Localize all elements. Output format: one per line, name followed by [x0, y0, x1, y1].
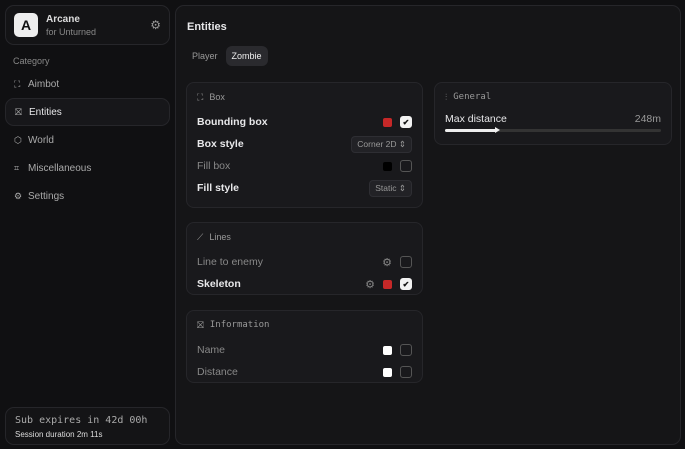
distance-color[interactable]	[383, 367, 392, 377]
max-distance-label: Max distance	[445, 113, 507, 125]
sidebar-item-world[interactable]: ⬡ World	[14, 134, 54, 146]
bounding-box-color[interactable]	[383, 117, 392, 127]
lines-card: ⟋ Lines Line to enemy ⚙ Skeleton ⚙ ✔	[186, 222, 423, 295]
sliders-icon: ⫶	[445, 91, 448, 102]
brand-header: A Arcane for Unturned ⚙	[5, 5, 170, 45]
sub-expiry: Sub expires in 42d 00h	[15, 415, 148, 426]
tab-player[interactable]: Player	[192, 51, 218, 61]
app-name: Arcane	[46, 13, 80, 25]
slider-fill	[445, 129, 497, 132]
box-style-select[interactable]: Corner 2D ⇕	[351, 135, 412, 153]
sidebar-item-miscellaneous[interactable]: ⌗ Miscellaneous	[14, 162, 92, 174]
line-to-enemy-checkbox[interactable]	[400, 256, 412, 268]
entity-tabs: Player Zombie	[186, 46, 268, 66]
cube-icon: ⬡	[14, 134, 22, 145]
page-title: Entities	[187, 21, 227, 33]
general-card: ⫶ General Max distance 248m	[434, 82, 672, 145]
card-title: Lines	[209, 232, 231, 242]
box-style-label: Box style	[197, 138, 244, 150]
card-title: Box	[209, 92, 225, 102]
category-label: Category	[13, 56, 50, 66]
sidebar-item-aimbot[interactable]: ⛶ Aimbot	[14, 78, 60, 90]
max-distance-slider[interactable]	[445, 127, 661, 133]
bounding-box-checkbox[interactable]: ✔	[400, 116, 412, 128]
box-icon: ⛶	[197, 91, 204, 102]
gear-icon[interactable]: ⚙	[150, 18, 161, 32]
card-title: Information	[209, 320, 270, 330]
line-icon: ⟋	[197, 231, 204, 242]
tab-zombie[interactable]: Zombie	[225, 46, 268, 66]
distance-label: Distance	[197, 366, 238, 378]
information-card: ⛝ Information Name Distance	[186, 310, 423, 383]
fill-style-select[interactable]: Static ⇕	[369, 179, 412, 197]
gear-icon: ⚙	[14, 190, 23, 201]
fill-box-checkbox[interactable]	[400, 160, 412, 172]
scan-icon: ⛝	[15, 106, 22, 117]
fill-box-label: Fill box	[197, 160, 231, 172]
skeleton-label: Skeleton	[197, 278, 241, 290]
name-checkbox[interactable]	[400, 344, 412, 356]
slider-thumb[interactable]	[494, 127, 500, 133]
fill-box-color[interactable]	[383, 161, 392, 171]
distance-checkbox[interactable]	[400, 366, 412, 378]
skeleton-checkbox[interactable]: ✔	[400, 278, 412, 290]
session-duration: Session duration 2m 11s	[15, 430, 103, 439]
name-color[interactable]	[383, 345, 392, 355]
card-title: General	[453, 92, 492, 102]
app-subtitle: for Unturned	[46, 26, 97, 37]
crosshair-icon: ⛶	[14, 78, 21, 89]
skeleton-color[interactable]	[383, 279, 392, 289]
line-to-enemy-label: Line to enemy	[197, 256, 263, 268]
sidebar-item-entities[interactable]: ⛝ Entities	[5, 98, 170, 126]
sidebar-item-settings[interactable]: ⚙ Settings	[14, 190, 65, 202]
scan-icon: ⛝	[197, 319, 204, 330]
max-distance-value: 248m	[634, 113, 661, 125]
grid-icon: ⌗	[14, 162, 20, 173]
fill-style-label: Fill style	[197, 182, 240, 194]
main-panel: Entities Player Zombie ⛶ Box Bounding box…	[175, 5, 681, 445]
name-label: Name	[197, 344, 226, 356]
subscription-info: Sub expires in 42d 00h Session duration …	[5, 407, 170, 445]
bounding-box-label: Bounding box	[197, 116, 268, 128]
gear-icon[interactable]: ⚙	[382, 256, 392, 269]
app-logo: A	[14, 13, 38, 37]
gear-icon[interactable]: ⚙	[365, 278, 375, 291]
box-card: ⛶ Box Bounding box ✔ Box style Corner 2D ⇕ …	[186, 82, 423, 208]
sidebar-nav: ⛶ Aimbot ⛝ Entities ⬡ World ⌗ Miscellaneous …	[5, 70, 170, 210]
